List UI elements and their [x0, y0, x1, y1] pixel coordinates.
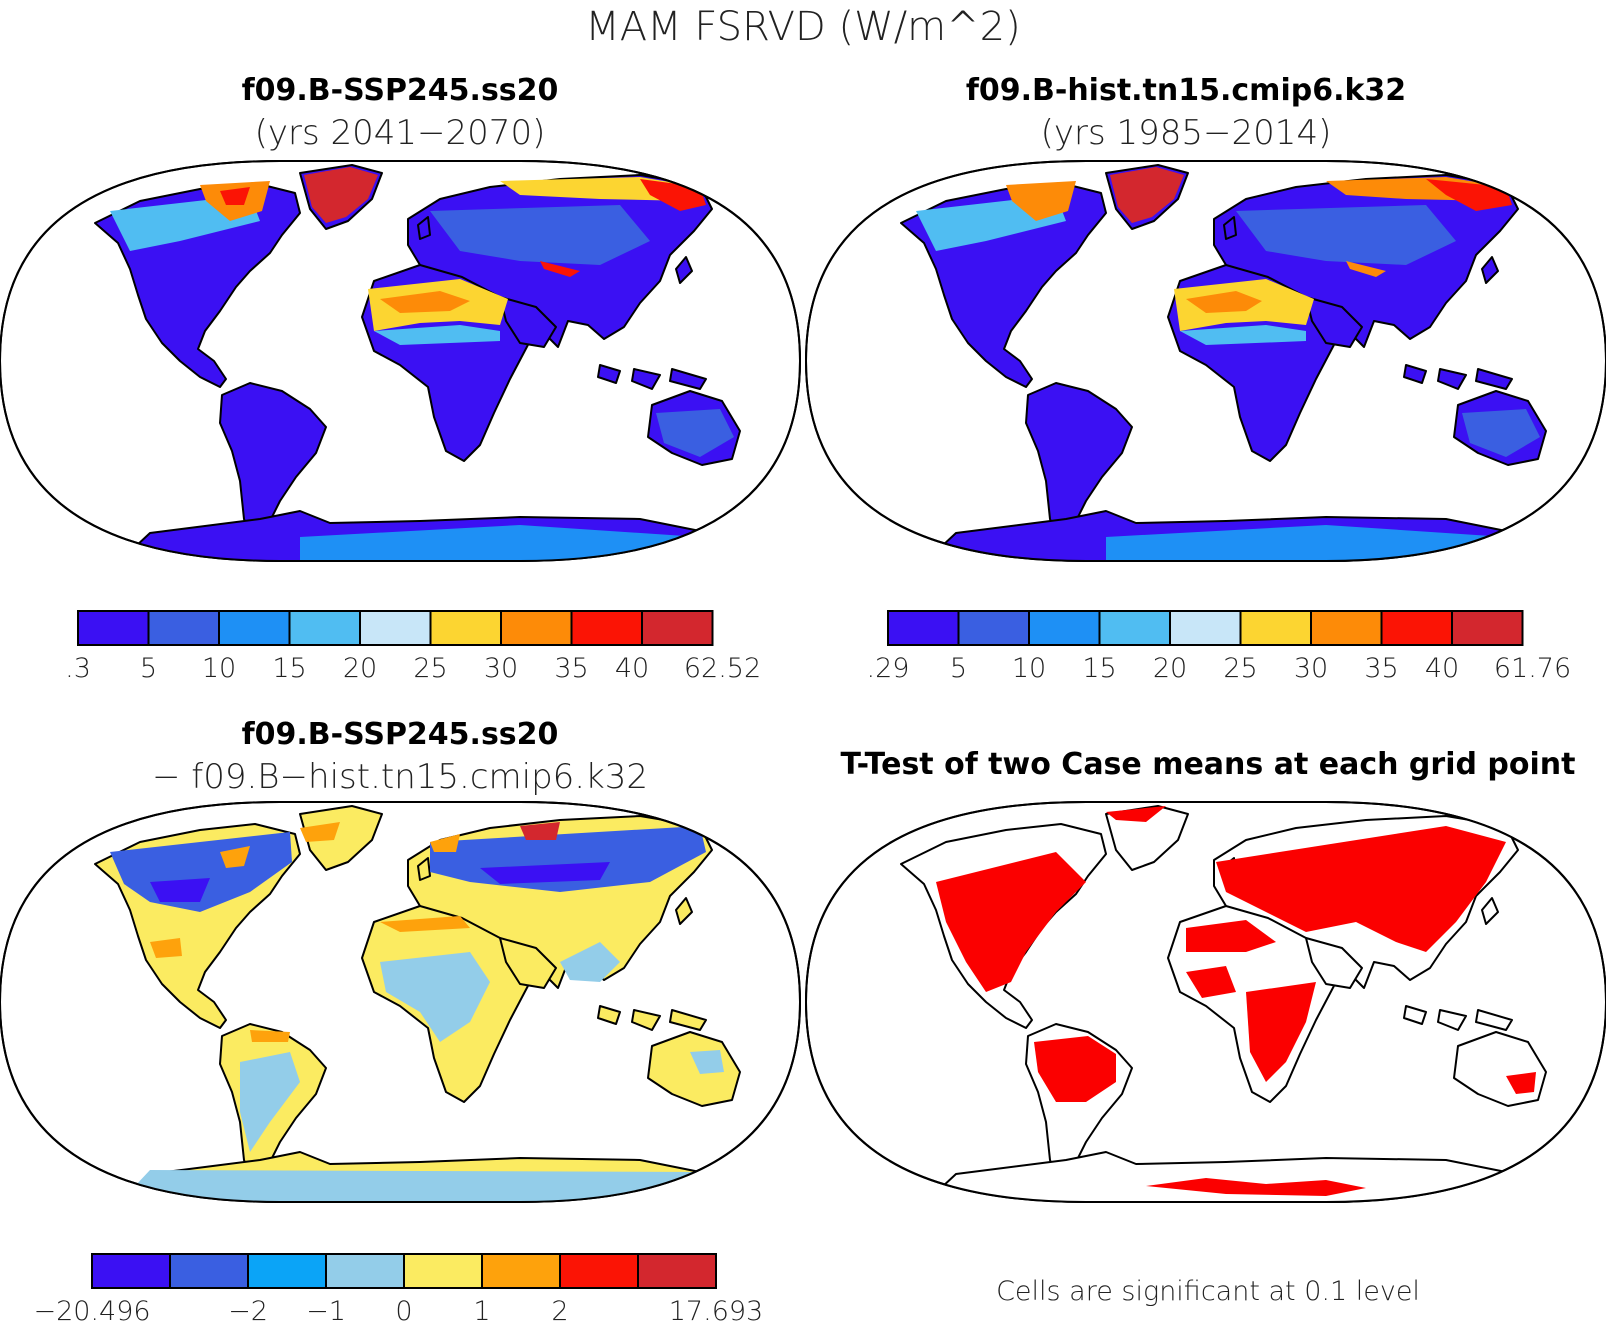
colorbar-box: [325, 1253, 405, 1289]
colorbar: −20.496 −2 −1 0 1 2 17.693: [33, 1253, 763, 1323]
panel-subtitle: (yrs 1985−2014): [1041, 113, 1332, 153]
world-map: [804, 160, 1606, 562]
colorbar-tick-label: −1: [306, 1296, 346, 1323]
world-map: [0, 801, 802, 1203]
colorbar-tick-label: 25: [1223, 653, 1257, 684]
colorbar-tick-label: 62.52: [684, 653, 761, 684]
colorbar-tick-label: 20: [1153, 653, 1187, 684]
panel-difference: f09.B-SSP245.ss20 − f09.B−hist.tn15.cmip…: [0, 717, 802, 1323]
colorbar-box: [1310, 610, 1383, 646]
colorbar-box: [1380, 610, 1453, 646]
colorbar-box: [359, 610, 432, 646]
colorbar-box: [1169, 610, 1242, 646]
colorbar-tick-label: 25: [413, 653, 447, 684]
significance-note: Cells are significant at 0.1 level: [996, 1276, 1420, 1307]
colorbar-tick-label: 30: [484, 653, 518, 684]
world-map: [804, 801, 1606, 1203]
colorbar-tick-label: 1: [473, 1296, 490, 1323]
colorbar-tick-label: 15: [272, 653, 306, 684]
colorbar-box: [559, 1253, 639, 1289]
colorbar-box: [887, 610, 960, 646]
colorbar-box: [570, 610, 643, 646]
colorbar-box: [481, 1253, 561, 1289]
colorbar-box: [169, 1253, 249, 1289]
colorbar-box: [1239, 610, 1312, 646]
colorbar-tick-label: 17.693: [669, 1296, 763, 1323]
colorbar-tick-label: −20.496: [33, 1296, 150, 1323]
colorbar-box: [218, 610, 291, 646]
colorbar-tick-label: 10: [202, 653, 236, 684]
panel-hist: f09.B-hist.tn15.cmip6.k32 (yrs 1985−2014…: [804, 73, 1606, 684]
colorbar-tick-label: 61.76: [1494, 653, 1571, 684]
colorbar-tick-label: −2: [228, 1296, 268, 1323]
panel-subtitle: − f09.B−hist.tn15.cmip6.k32: [152, 757, 648, 797]
colorbar-tick-label: .29: [867, 653, 910, 684]
figure-title: MAM FSRVD (W/m^2): [585, 4, 1020, 50]
colorbar-box: [641, 610, 714, 646]
colorbar-box: [247, 1253, 327, 1289]
world-map: [0, 160, 802, 562]
colorbar-box: [147, 610, 220, 646]
colorbar-tick-label: 5: [950, 653, 967, 684]
panel-title: f09.B-hist.tn15.cmip6.k32: [966, 73, 1406, 108]
colorbar: .29 5 10 15 20 25 30 35 40 61.76: [867, 610, 1571, 684]
colorbar-box: [957, 610, 1030, 646]
colorbar-tick-label: 40: [615, 653, 649, 684]
panel-title: f09.B-SSP245.ss20: [242, 73, 559, 108]
colorbar-box: [91, 1253, 171, 1289]
colorbar-tick-label: 35: [554, 653, 588, 684]
colorbar-box: [288, 610, 361, 646]
colorbar-tick-label: 10: [1012, 653, 1046, 684]
colorbar-box: [403, 1253, 483, 1289]
panel-subtitle: (yrs 2041−2070): [255, 113, 546, 153]
panel-title: f09.B-SSP245.ss20: [242, 717, 559, 752]
colorbar-tick-label: 15: [1082, 653, 1116, 684]
colorbar-box: [1098, 610, 1171, 646]
colorbar-box: [1451, 610, 1524, 646]
colorbar-box: [637, 1253, 717, 1289]
colorbar-box: [500, 610, 573, 646]
panel-title: T-Test of two Case means at each grid po…: [841, 747, 1576, 782]
panel-ssp245: f09.B-SSP245.ss20 (yrs 2041−2070): [0, 73, 802, 684]
colorbar-tick-label: 2: [551, 1296, 568, 1323]
colorbar-tick-label: 0: [395, 1296, 412, 1323]
colorbar-tick-label: 5: [140, 653, 157, 684]
colorbar-box: [77, 610, 150, 646]
colorbar-tick-label: 20: [343, 653, 377, 684]
panel-ttest: T-Test of two Case means at each grid po…: [804, 747, 1606, 1307]
colorbar-box: [429, 610, 502, 646]
colorbar-box: [1028, 610, 1101, 646]
colorbar-tick-label: 35: [1364, 653, 1398, 684]
colorbar-tick-label: 40: [1425, 653, 1459, 684]
colorbar-tick-label: 30: [1294, 653, 1328, 684]
colorbar: .3 5 10 15 20 25 30 35 40 62.52: [65, 610, 761, 684]
colorbar-tick-label: .3: [65, 653, 91, 684]
